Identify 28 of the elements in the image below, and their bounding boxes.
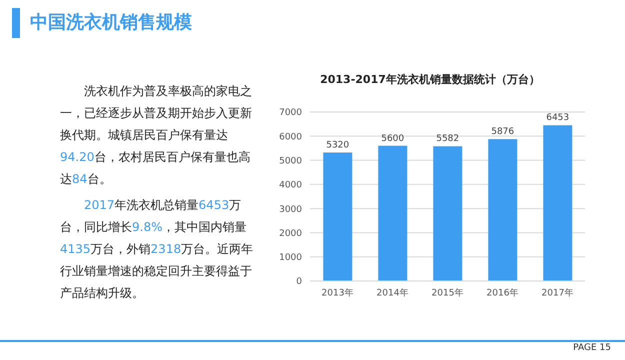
data-label: 5876	[491, 127, 514, 138]
y-tick-label: 4000	[279, 180, 302, 191]
chart-subtitle: 2013-2017年洗衣机销量数据统计（万台）	[319, 72, 541, 87]
x-tick-label: 2013年	[322, 287, 354, 298]
bar	[543, 125, 572, 281]
bar	[433, 146, 462, 281]
data-label: 6453	[546, 113, 570, 124]
y-tick-label: 2000	[279, 228, 302, 239]
bar	[378, 146, 408, 281]
y-tick-label: 7000	[279, 108, 302, 118]
x-tick-label: 2017年	[542, 287, 574, 298]
y-tick-label: 5000	[279, 156, 302, 166]
bar	[488, 139, 518, 281]
y-tick-label: 0	[296, 277, 302, 288]
text: PAGE 15	[573, 343, 611, 353]
y-tick-label: 3000	[279, 204, 302, 215]
text: 洗衣机作为普及率极高的家电之一，已经逐步从普及期开始步入更新换代期。城镇居民百户保有量达94.20台，农村居民百户保有量也高达84台。	[60, 84, 252, 186]
x-tick-label: 2016年	[486, 287, 518, 298]
data-label: 5582	[436, 134, 460, 144]
x-tick-label: 2015年	[432, 287, 464, 298]
data-label: 5320	[326, 140, 350, 151]
text: 中国洗衣机销售规模	[30, 11, 192, 34]
bar	[323, 152, 352, 281]
y-tick-label: 6000	[279, 132, 302, 142]
y-tick-label: 1000	[279, 253, 302, 264]
data-label: 5600	[381, 134, 404, 144]
text: 2017年洗衣机总销量6453万台，同比增长9.8%，其中国内销量4135万台，外销2318万台。近两年行业销量增速的稳定回升主要得益于产品结构升级。	[60, 198, 254, 300]
x-tick-label: 2014年	[376, 287, 408, 298]
